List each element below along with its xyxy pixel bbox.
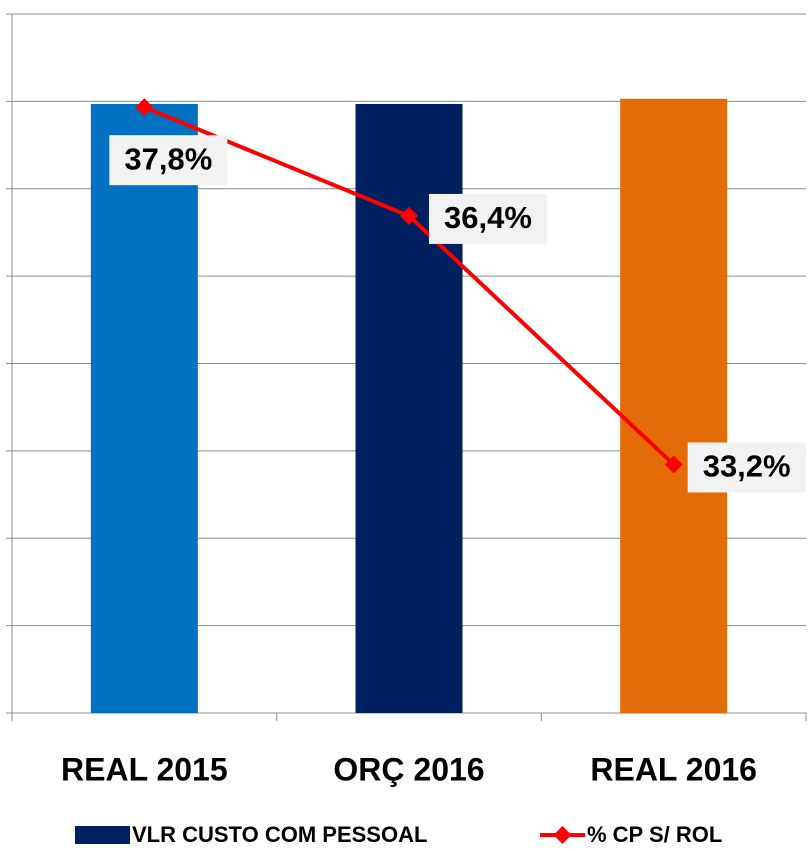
x-tick-label: REAL 2015 <box>61 751 228 787</box>
legend-swatch <box>75 826 130 844</box>
marker <box>135 98 154 117</box>
data-label: 37,8% <box>124 141 212 176</box>
bar <box>620 98 728 713</box>
marker <box>664 455 683 474</box>
data-label: 33,2% <box>703 449 791 484</box>
data-label-box <box>109 135 228 186</box>
bar <box>90 103 198 714</box>
data-label-box <box>687 442 806 493</box>
legend-label: VLR CUSTO COM PESSOAL <box>132 822 427 847</box>
data-label-box <box>429 193 547 244</box>
legend-label: % CP S/ ROL <box>587 822 722 847</box>
legend-marker <box>553 826 572 844</box>
marker <box>400 206 418 225</box>
data-label: 36,4% <box>444 200 532 235</box>
x-tick-label: REAL 2016 <box>590 751 757 787</box>
x-tick-label: ORÇ 2016 <box>333 751 484 787</box>
